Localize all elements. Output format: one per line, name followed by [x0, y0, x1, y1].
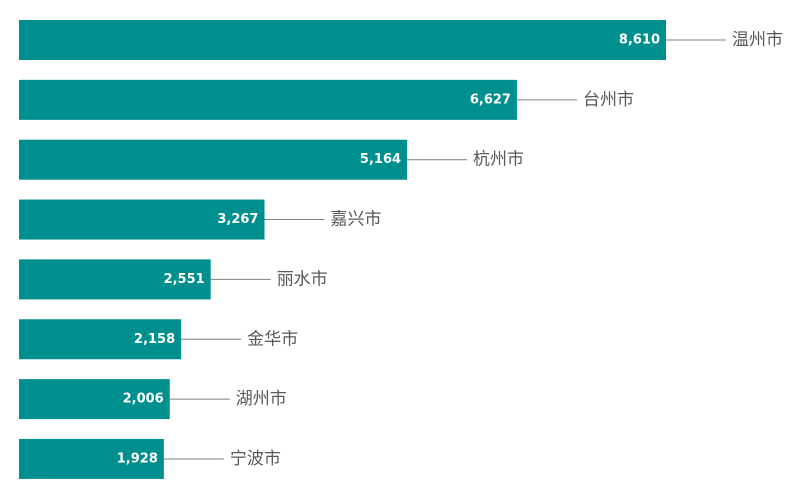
- category-label-5: 丽水市: [277, 269, 328, 289]
- bar-2: [19, 79, 517, 120]
- category-label-3: 杭州市: [473, 150, 524, 170]
- value-label-8: 1,928: [117, 451, 158, 466]
- value-label-1: 8,610: [619, 33, 660, 48]
- value-label-3: 5,164: [360, 152, 401, 167]
- value-label-2: 6,627: [470, 92, 511, 107]
- bar-3: [19, 139, 408, 180]
- category-label-6: 金华市: [247, 329, 298, 349]
- value-label-7: 2,006: [123, 392, 164, 407]
- value-label-4: 3,267: [217, 212, 258, 227]
- category-label-8: 宁波市: [230, 449, 281, 469]
- category-label-2: 台州市: [583, 90, 634, 110]
- value-label-5: 2,551: [164, 272, 205, 287]
- bar-4: [19, 199, 265, 240]
- category-label-4: 嘉兴市: [330, 210, 381, 230]
- value-label-6: 2,158: [134, 332, 175, 347]
- bar-6: [19, 319, 182, 360]
- category-label-7: 湖州市: [236, 389, 287, 409]
- category-label-1: 温州市: [732, 30, 783, 50]
- bar-5: [19, 259, 211, 300]
- bar-1: [19, 20, 666, 60]
- bar-7: [19, 379, 170, 420]
- bar-8: [19, 438, 164, 479]
